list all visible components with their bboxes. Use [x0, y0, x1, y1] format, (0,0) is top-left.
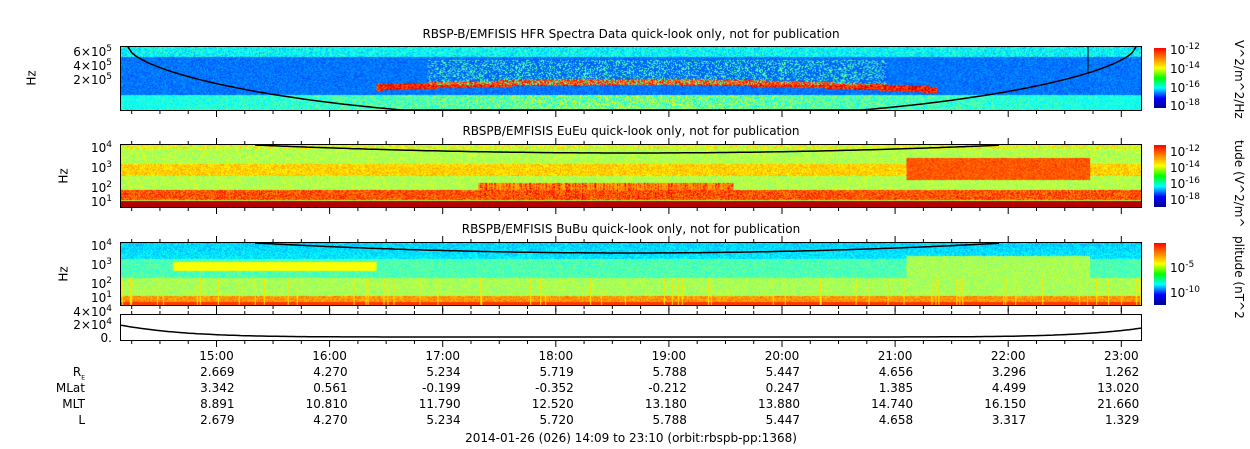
panel2-title: RBSPB/EMFISIS EuEu quick-look only, not … — [462, 124, 800, 138]
ephemeris-value: 1.329 — [1104, 413, 1140, 427]
ytick-label: 103 — [90, 160, 112, 175]
ytick-label: 102 — [90, 180, 112, 195]
ephemeris-value: 5.447 — [765, 365, 800, 379]
ephemeris-value: 4.656 — [878, 365, 914, 379]
panel3-colorbar — [1154, 243, 1166, 305]
panel4-line — [120, 324, 1142, 338]
ephemeris-value: 5.788 — [652, 365, 687, 379]
ytick-label: 103 — [90, 257, 112, 272]
ephemeris-label: RE — [72, 365, 85, 382]
xtick-label: 15:00 — [199, 349, 234, 363]
ephemeris-value: 4.658 — [878, 413, 914, 427]
ephemeris-label: MLat — [55, 381, 85, 395]
xtick-label: 18:00 — [538, 349, 574, 363]
panel2-fce-curve — [254, 144, 1000, 154]
colorbar-tick-label: 10-18 — [1170, 98, 1200, 113]
ephemeris-value: 8.891 — [200, 397, 235, 411]
ephemeris-value: 4.499 — [991, 381, 1027, 395]
colorbar-tick-label: 10-5 — [1170, 260, 1195, 275]
colorbar-tick-label: 10-16 — [1170, 176, 1200, 191]
xtick-label: 19:00 — [651, 349, 687, 363]
ephemeris-value: 5.447 — [765, 413, 800, 427]
ephemeris-value: 2.669 — [200, 365, 235, 379]
ephemeris-value: -0.212 — [648, 381, 687, 395]
xtick-label: 20:00 — [764, 349, 800, 363]
xtick-label: 22:00 — [990, 349, 1026, 363]
ephemeris-value: 5.719 — [539, 365, 574, 379]
ephemeris-value: 21.660 — [1097, 397, 1140, 411]
panel2-spectrogram — [120, 144, 1142, 208]
ytick-label: 104 — [90, 140, 112, 155]
ephemeris-value: 12.520 — [531, 397, 574, 411]
panel1-title: RBSP-B/EMFISIS HFR Spectra Data quick-lo… — [422, 27, 840, 41]
ytick-label: 4×105 — [73, 58, 112, 73]
ephemeris-value: 14.740 — [871, 397, 914, 411]
xtick-label: 21:00 — [877, 349, 913, 363]
ytick-label: 2×105 — [73, 72, 112, 87]
ephemeris-value: 13.880 — [758, 397, 800, 411]
ephemeris-value: 16.150 — [984, 397, 1027, 411]
ephemeris-value: 1.385 — [878, 381, 914, 395]
ephemeris-value: 13.020 — [1097, 381, 1140, 395]
ytick-label: 2×104 — [73, 317, 112, 332]
panel3-fce-curve — [254, 242, 1000, 254]
panel2-colorbar — [1154, 145, 1166, 207]
ephemeris-value: 0.247 — [765, 381, 800, 395]
panel1-spectrogram — [120, 46, 1142, 111]
ephemeris-label: MLT — [62, 397, 85, 411]
ephemeris-value: 1.262 — [1104, 365, 1140, 379]
ephemeris-value: 5.234 — [426, 365, 461, 379]
colorbar-tick-label: 10-14 — [1170, 160, 1200, 175]
colorbar-tick-label: 10-14 — [1170, 61, 1200, 76]
ephemeris-value: 3.296 — [991, 365, 1027, 379]
ephemeris-value: 13.180 — [644, 397, 687, 411]
ytick-label: 101 — [90, 194, 112, 209]
ytick-label: 101 — [90, 290, 112, 305]
colorbar-tick-label: 10-10 — [1170, 285, 1200, 300]
xtick-label: 17:00 — [425, 349, 460, 363]
ephemeris-value: 2.679 — [200, 413, 235, 427]
ephemeris-label: L — [78, 413, 85, 427]
colorbar-tick-label: 10-12 — [1170, 42, 1200, 57]
ytick-label: 102 — [90, 276, 112, 291]
panel4-line-plot — [120, 314, 1142, 341]
ephemeris-value: 3.317 — [991, 413, 1027, 427]
ephemeris-value: 10.810 — [305, 397, 348, 411]
ytick-label: 104 — [90, 238, 112, 253]
xtick-label: 16:00 — [312, 349, 347, 363]
ytick-label: 4×104 — [73, 304, 112, 319]
ephemeris-value: -0.352 — [535, 381, 574, 395]
colorbar-tick-label: 10-18 — [1170, 192, 1200, 207]
ephemeris-value: -0.199 — [422, 381, 461, 395]
ytick-label: 0. — [100, 331, 112, 345]
footer-time-range: 2014-01-26 (026) 14:09 to 23:10 (orbit:r… — [465, 431, 797, 445]
panel1-colorbar — [1154, 48, 1166, 108]
colorbar-tick-label: 10-12 — [1170, 144, 1200, 159]
colorbar-tick-label: 10-16 — [1170, 80, 1200, 95]
ephemeris-value: 4.270 — [313, 413, 348, 427]
ephemeris-value: 5.788 — [652, 413, 687, 427]
ephemeris-value: 3.342 — [200, 381, 235, 395]
xtick-label: 23:00 — [1104, 349, 1139, 363]
ytick-label: 6×105 — [73, 44, 112, 59]
ephemeris-value: 4.270 — [313, 365, 348, 379]
ephemeris-value: 0.561 — [313, 381, 348, 395]
ephemeris-value: 5.720 — [539, 413, 574, 427]
panel1-density-curve — [127, 46, 1137, 111]
panel3-title: RBSPB/EMFISIS BuBu quick-look only, not … — [461, 222, 801, 236]
ephemeris-value: 5.234 — [426, 413, 461, 427]
ephemeris-value: 11.790 — [418, 397, 461, 411]
